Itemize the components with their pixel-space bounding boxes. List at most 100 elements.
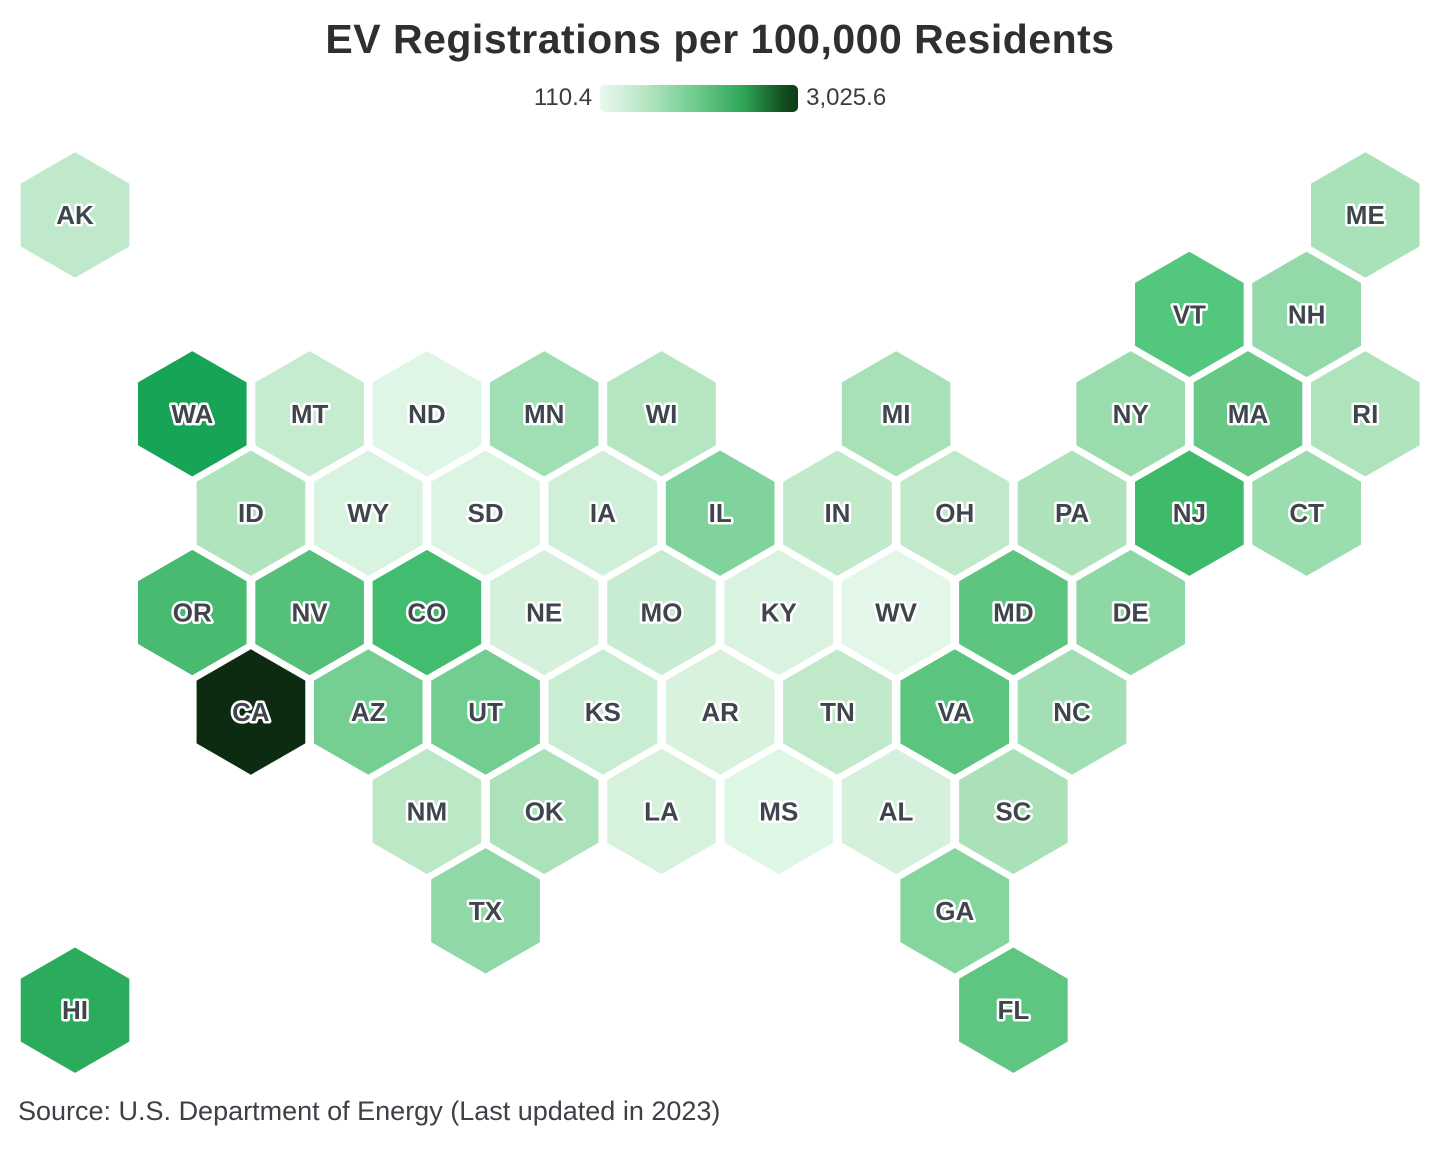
state-label-CO: CO [407,598,446,628]
state-hex-CO[interactable] [372,549,482,676]
state-hex-MS[interactable] [724,748,834,875]
state-label-WA: WA [171,399,213,429]
state-label-AZ: AZ [351,697,386,727]
state-hex-IL[interactable] [665,450,775,576]
state-hex-HI[interactable] [20,947,130,1073]
state-label-WY: WY [347,498,389,528]
state-label-NH: NH [1288,299,1326,329]
state-hex-CT[interactable] [1252,450,1361,576]
state-label-MT: MT [291,399,329,429]
state-label-TX: TX [469,896,503,926]
state-hex-NC[interactable] [1017,649,1127,775]
state-hex-WI[interactable] [607,351,716,477]
state-label-OR: OR [173,598,212,628]
state-hex-PA[interactable] [1017,450,1127,576]
state-hex-MT[interactable] [255,351,364,477]
state-hex-OK[interactable] [489,748,599,875]
state-hex-VT[interactable] [1135,251,1244,378]
state-hex-WA[interactable] [138,351,247,477]
state-hex-ME[interactable] [1311,152,1420,278]
state-hex-AK[interactable] [20,152,130,278]
state-label-NY: NY [1113,399,1149,429]
state-hex-ND[interactable] [372,351,482,477]
state-label-GA: GA [935,896,974,926]
state-label-NC: NC [1053,697,1091,727]
state-hex-OH[interactable] [900,450,1010,576]
state-label-MD: MD [993,598,1033,628]
state-hex-CA[interactable] [196,649,306,775]
state-hex-WY[interactable] [313,450,423,576]
chart-title: EV Registrations per 100,000 Residents [325,16,1115,62]
state-hex-AZ[interactable] [313,649,423,775]
state-hex-SC[interactable] [959,748,1068,875]
state-label-SC: SC [995,796,1031,826]
state-label-AL: AL [879,796,914,826]
state-hex-SD[interactable] [431,450,540,576]
state-label-OK: OK [525,796,564,826]
state-hex-MN[interactable] [489,351,599,477]
state-hex-AR[interactable] [665,649,775,775]
state-label-CA: CA [232,697,270,727]
state-label-LA: LA [644,796,679,826]
state-hex-TN[interactable] [783,649,892,775]
state-hex-DE[interactable] [1076,549,1185,676]
color-legend: 110.4 3,025.6 [0,84,1420,112]
state-hex-LA[interactable] [607,748,716,875]
state-hex-GA[interactable] [900,848,1010,974]
state-label-VT: VT [1173,299,1206,329]
state-label-ME: ME [1346,200,1385,230]
state-hex-NH[interactable] [1252,251,1361,378]
state-label-RI: RI [1352,399,1378,429]
state-hex-UT[interactable] [431,649,540,775]
state-hex-MD[interactable] [959,549,1068,676]
state-hex-NE[interactable] [489,549,599,676]
state-label-HI: HI [62,995,88,1025]
state-label-WV: WV [875,598,918,628]
state-hex-NM[interactable] [372,748,482,875]
state-hex-ID[interactable] [196,450,306,576]
state-label-CT: CT [1289,498,1324,528]
state-hex-NV[interactable] [255,549,364,676]
state-label-NM: NM [407,796,447,826]
state-label-IL: IL [709,498,732,528]
state-label-KY: KY [761,598,797,628]
state-label-MS: MS [759,796,798,826]
state-label-SD: SD [467,498,503,528]
state-label-NV: NV [292,598,329,628]
state-hex-MI[interactable] [841,351,951,477]
state-hex-AL[interactable] [841,748,951,875]
state-label-AR: AR [701,697,739,727]
state-hex-MO[interactable] [607,549,716,676]
legend-min-label: 110.4 [533,84,593,111]
state-label-MI: MI [882,399,911,429]
source-note: Source: U.S. Department of Energy (Last … [18,1096,721,1126]
state-hex-MA[interactable] [1193,351,1303,477]
state-label-NJ: NJ [1173,498,1206,528]
state-hex-FL[interactable] [959,947,1068,1073]
state-label-PA: PA [1055,498,1089,528]
state-hex-IN[interactable] [783,450,892,576]
state-hex-NJ[interactable] [1135,450,1244,576]
state-hex-TX[interactable] [431,848,540,974]
state-hex-OR[interactable] [138,549,247,676]
state-label-WI: WI [646,399,678,429]
legend-gradient-bar [600,84,799,112]
state-label-FL: FL [998,995,1030,1025]
state-hex-VA[interactable] [900,649,1010,775]
state-hex-IA[interactable] [548,450,658,576]
state-hex-RI[interactable] [1311,351,1420,477]
state-hex-KS[interactable] [548,649,658,775]
state-label-UT: UT [468,697,503,727]
state-label-MN: MN [524,399,564,429]
state-label-KS: KS [585,697,621,727]
state-label-OH: OH [935,498,974,528]
state-label-NE: NE [526,598,562,628]
state-label-MO: MO [641,598,683,628]
state-hex-WV[interactable] [841,549,951,676]
state-hex-KY[interactable] [724,549,834,676]
legend-max-label: 3,025.6 [806,84,887,111]
state-hex-NY[interactable] [1076,351,1185,477]
state-label-AK: AK [56,200,94,230]
state-label-ND: ND [408,399,446,429]
